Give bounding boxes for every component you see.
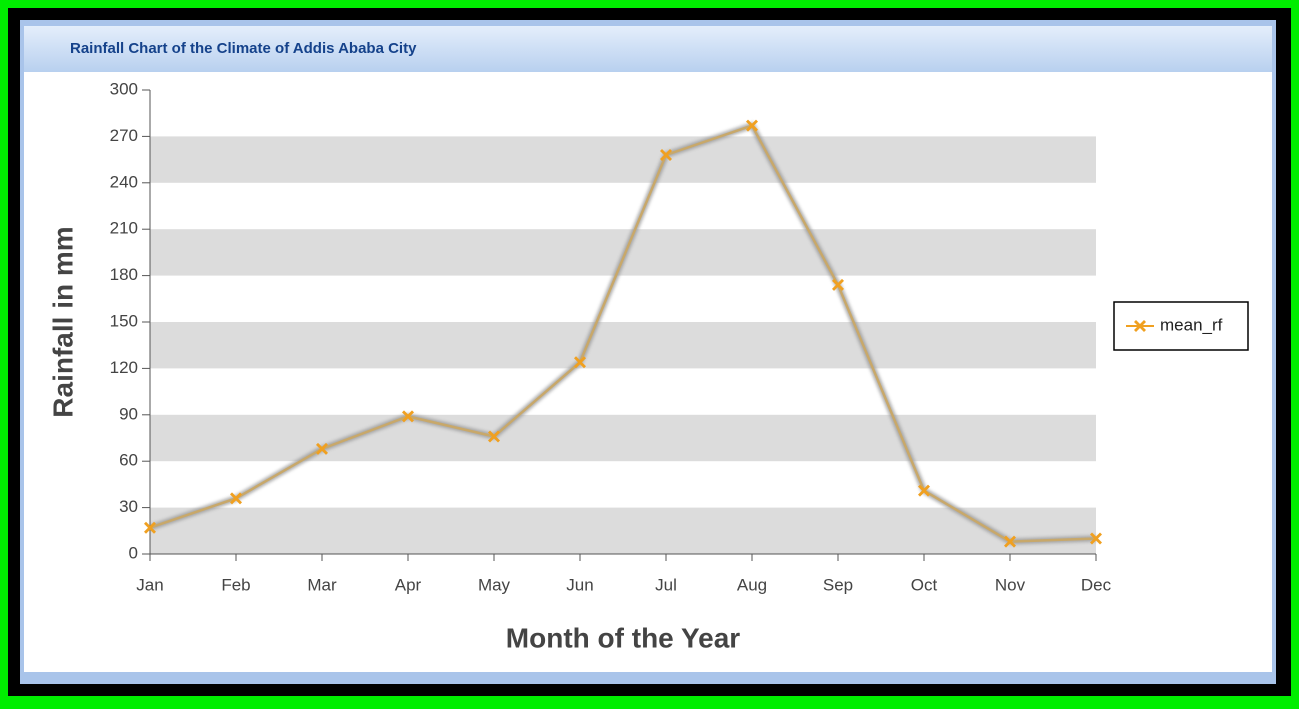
y-axis-label: Rainfall in mm: [47, 226, 78, 417]
x-tick-label: Feb: [221, 575, 250, 594]
y-tick-label: 180: [110, 265, 138, 284]
y-tick-label: 120: [110, 358, 138, 377]
x-tick-label: Oct: [911, 575, 938, 594]
x-axis-label: Month of the Year: [506, 622, 740, 653]
y-tick-label: 0: [129, 543, 138, 562]
x-tick-label: Aug: [737, 575, 767, 594]
marker: [488, 430, 500, 443]
marker: [746, 119, 758, 132]
x-tick-label: Mar: [307, 575, 337, 594]
marker: [230, 492, 242, 505]
marker: [1004, 535, 1016, 548]
x-tick-label: May: [478, 575, 511, 594]
y-tick-label: 270: [110, 126, 138, 145]
y-tick-label: 300: [110, 79, 138, 98]
grid-band: [150, 136, 1096, 183]
marker: [316, 442, 328, 455]
grid-band: [150, 322, 1096, 369]
y-tick-label: 240: [110, 172, 138, 191]
y-tick-label: 90: [119, 404, 138, 423]
line: [149, 124, 1097, 543]
grid-band: [150, 507, 1096, 554]
legend-marker: [1134, 320, 1146, 332]
x-tick-label: Apr: [395, 575, 422, 594]
x-tick-label: Sep: [823, 575, 853, 594]
x-tick-label: Dec: [1081, 575, 1112, 594]
legend-label: mean_rf: [1160, 315, 1223, 334]
y-tick-label: 30: [119, 497, 138, 516]
marker: [918, 484, 930, 497]
marker: [832, 278, 844, 291]
y-tick-label: 210: [110, 219, 138, 238]
x-tick-label: Jul: [655, 575, 677, 594]
y-tick-label: 150: [110, 311, 138, 330]
marker: [660, 148, 672, 161]
marker: [144, 521, 156, 534]
y-tick-label: 60: [119, 451, 138, 470]
grid-band: [150, 414, 1096, 462]
chart-title: Rainfall Chart of the Climate of Addis A…: [70, 40, 417, 57]
x-tick-label: Nov: [995, 575, 1026, 594]
marker: [574, 356, 586, 369]
marker: [1090, 532, 1102, 545]
x-tick-label: Jun: [566, 575, 593, 594]
panel-header: [24, 26, 1272, 72]
x-tick-label: Jan: [136, 575, 163, 594]
marker: [402, 410, 414, 423]
